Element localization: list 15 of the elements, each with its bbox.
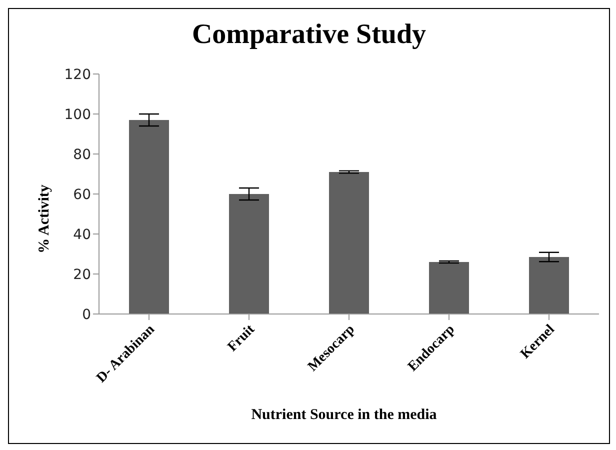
y-tick-label: 100: [64, 106, 91, 123]
bar: [329, 172, 369, 314]
bar: [229, 194, 269, 314]
y-tick-label: 60: [73, 186, 91, 203]
bar: [129, 120, 169, 314]
y-tick-label: 120: [64, 66, 91, 83]
y-tick-label: 20: [73, 266, 91, 283]
bar: [429, 262, 469, 314]
y-axis-title: % Activity: [36, 184, 54, 254]
x-axis-title: Nutrient Source in the media: [250, 407, 438, 424]
y-tick-label: 80: [73, 146, 91, 163]
bar: [529, 257, 569, 314]
chart-title: Comparative Study: [190, 19, 428, 51]
y-tick-label: 40: [73, 226, 91, 243]
y-tick-label: 0: [82, 306, 91, 323]
